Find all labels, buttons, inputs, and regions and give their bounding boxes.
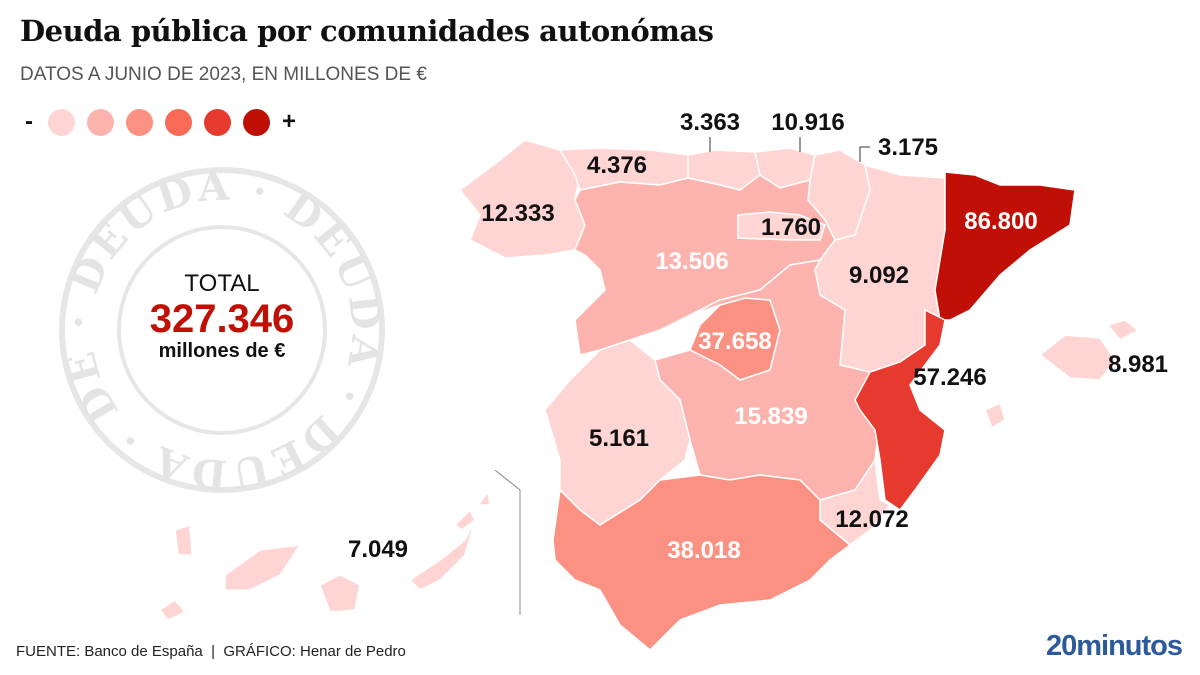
- total-unit: millones de €: [158, 340, 286, 362]
- debt-stamp: · DEUDA · DEUDA · DEUDA · DEUDA: [0, 0, 390, 498]
- legend-swatch: [204, 108, 231, 136]
- brand-logo: 20minutos: [1045, 630, 1183, 662]
- chart-subtitle: DATOS A JUNIO DE 2023, EN MILLONES DE €: [20, 64, 427, 85]
- value-aragon: 9.092: [849, 262, 909, 289]
- value-madrid: 37.658: [698, 328, 771, 355]
- region-cataluna[interactable]: [934, 171, 1076, 321]
- value-cantabria: 3.363: [680, 109, 740, 136]
- stamp-text: · DEUDA · DEUDA · DEUDA · DEUDA: [0, 0, 387, 498]
- legend-minus: -: [25, 108, 33, 135]
- value-pais-vasco: 10.916: [771, 109, 844, 136]
- legend-plus: +: [282, 108, 297, 135]
- region-baleares[interactable]: [984, 319, 1140, 430]
- legend-swatch: [48, 108, 75, 136]
- value-castilla-y-leon: 13.506: [655, 248, 728, 275]
- value-comunidad-valenciana: 57.246: [913, 364, 986, 391]
- legend-swatch: [243, 108, 270, 136]
- color-legend: - +: [22, 108, 296, 136]
- value-navarra: 3.175: [878, 134, 938, 161]
- total-value: 327.346: [149, 297, 295, 341]
- value-extremadura: 5.161: [589, 425, 649, 452]
- region-la-rioja[interactable]: [737, 211, 826, 241]
- region-comunidad-valenciana[interactable]: [854, 308, 946, 512]
- value-la-rioja: 1.760: [761, 214, 821, 241]
- value-asturias: 4.376: [587, 152, 647, 179]
- chart-title: Deuda pública por comunidades autonómas: [20, 14, 714, 48]
- value-castilla-la-mancha: 15.839: [734, 403, 807, 430]
- value-baleares: 8.981: [1108, 351, 1168, 378]
- value-murcia: 12.072: [835, 506, 908, 533]
- legend-swatch: [126, 108, 153, 136]
- svg-text:· DEUDA · DEUDA · DEUDA · DEUD: · DEUDA · DEUDA · DEUDA · DEUDA: [0, 0, 390, 498]
- value-galicia: 12.333: [481, 200, 554, 227]
- region-andalucia[interactable]: [552, 474, 852, 652]
- legend-swatch: [87, 108, 114, 136]
- leader-lines: [494, 137, 870, 615]
- value-andalucia: 38.018: [667, 537, 740, 564]
- region-canarias[interactable]: [158, 490, 491, 621]
- value-cataluna: 86.800: [964, 208, 1037, 235]
- total-label: TOTAL: [184, 270, 260, 297]
- source-credit: FUENTE: Banco de España | GRÁFICO: Henar…: [16, 643, 406, 660]
- legend-swatch: [165, 108, 192, 136]
- value-canarias: 7.049: [348, 536, 408, 563]
- total-block: TOTAL 327.346 millones de €: [122, 270, 322, 363]
